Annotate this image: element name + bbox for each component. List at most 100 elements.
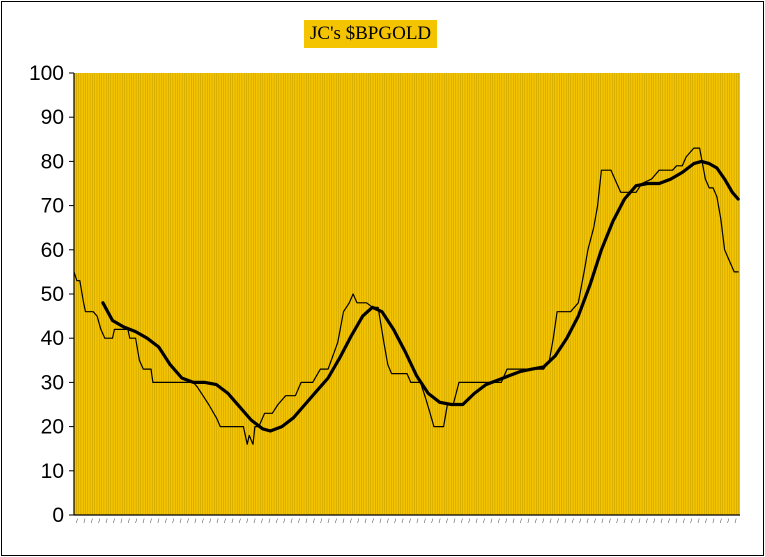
x-tick-label: / — [357, 519, 359, 525]
x-tick-label: / — [172, 519, 174, 525]
x-tick-label: / — [698, 519, 700, 525]
x-tick-label: / — [454, 519, 456, 525]
x-tick-label: / — [224, 519, 226, 525]
x-tick-label: / — [513, 519, 515, 525]
x-tick-label: / — [113, 519, 115, 525]
x-tick-label: / — [246, 519, 248, 525]
x-tick-label: / — [320, 519, 322, 525]
x-tick-label: / — [446, 519, 448, 525]
x-tick-label: / — [720, 519, 722, 525]
x-tick-label: / — [505, 519, 507, 525]
x-tick-label: / — [461, 519, 463, 525]
x-tick-label: / — [143, 519, 145, 525]
x-tick-label: / — [276, 519, 278, 525]
x-tick-label: / — [380, 519, 382, 525]
indicator-line — [73, 147, 739, 445]
x-tick-label: / — [306, 519, 308, 525]
y-tick-label: 100 — [29, 62, 64, 85]
y-tick-label: 20 — [41, 416, 64, 439]
x-tick-label: / — [705, 519, 707, 525]
x-tick-labels: / / / / / / / / / / / / / / / / / / / / / / / / / / / / / / / / / / / / / / / /… — [76, 519, 737, 525]
x-tick-label: / — [187, 519, 189, 525]
chart-title: JC's $BPGOLD — [304, 20, 438, 48]
x-tick-label: / — [269, 519, 271, 525]
x-tick-label: / — [668, 519, 670, 525]
x-tick-label: / — [676, 519, 678, 525]
x-tick-label: / — [639, 519, 641, 525]
vertical-gridlines — [76, 73, 739, 515]
x-tick-label: / — [409, 519, 411, 525]
x-tick-label: / — [727, 519, 729, 525]
x-tick-label: / — [624, 519, 626, 525]
x-tick-label: / — [483, 519, 485, 525]
x-tick-label: / — [468, 519, 470, 525]
x-tick-label: / — [520, 519, 522, 525]
x-tick-label: / — [631, 519, 633, 525]
x-tick-label: / — [150, 519, 152, 525]
x-tick-label: / — [202, 519, 204, 525]
x-tick-label: / — [690, 519, 692, 525]
x-tick-label: / — [106, 519, 108, 525]
x-tick-label: / — [350, 519, 352, 525]
x-tick-label: / — [91, 519, 93, 525]
x-tick-label: / — [343, 519, 345, 525]
x-tick-label: / — [439, 519, 441, 525]
x-tick-label: / — [417, 519, 419, 525]
x-tick-label: / — [209, 519, 211, 525]
x-tick-label: / — [646, 519, 648, 525]
x-tick-label: / — [335, 519, 337, 525]
x-tick-label: / — [239, 519, 241, 525]
x-tick-label: / — [365, 519, 367, 525]
x-tick-label: / — [372, 519, 374, 525]
x-tick-label: / — [431, 519, 433, 525]
y-tick-label: 30 — [41, 371, 64, 394]
x-tick-label: / — [542, 519, 544, 525]
x-tick-label: / — [402, 519, 404, 525]
x-tick-label: / — [298, 519, 300, 525]
x-tick-label: / — [394, 519, 396, 525]
y-tick-label: 10 — [41, 460, 64, 483]
x-tick-label: / — [283, 519, 285, 525]
y-tick-label: 40 — [41, 327, 64, 350]
y-tick-marks — [69, 72, 74, 516]
x-tick-label: / — [683, 519, 685, 525]
x-tick-label: / — [535, 519, 537, 525]
x-tick-label: / — [128, 519, 130, 525]
x-tick-label: / — [616, 519, 618, 525]
x-tick-label: / — [313, 519, 315, 525]
x-tick-label: / — [557, 519, 559, 525]
x-tick-label: / — [550, 519, 552, 525]
x-tick-label: / — [602, 519, 604, 525]
x-tick-label: / — [291, 519, 293, 525]
x-tick-label: / — [387, 519, 389, 525]
x-tick-label: / — [165, 519, 167, 525]
x-tick-label: / — [594, 519, 596, 525]
x-tick-label: / — [328, 519, 330, 525]
x-tick-label: / — [579, 519, 581, 525]
x-tick-label: / — [261, 519, 263, 525]
x-tick-label: / — [217, 519, 219, 525]
x-tick-label: / — [735, 519, 737, 525]
x-tick-label: / — [713, 519, 715, 525]
x-tick-label: / — [180, 519, 182, 525]
y-tick-label: 70 — [41, 195, 64, 218]
y-tick-label: 0 — [52, 504, 64, 527]
x-tick-label: / — [528, 519, 530, 525]
y-tick-label: 60 — [41, 239, 64, 262]
x-tick-label: / — [424, 519, 426, 525]
x-tick-label: / — [76, 519, 78, 525]
x-tick-label: / — [476, 519, 478, 525]
y-tick-label: 90 — [41, 106, 64, 129]
y-tick-labels: 0 10 20 30 40 50 60 70 80 90 100 — [29, 62, 64, 527]
x-tick-label: / — [158, 519, 160, 525]
x-tick-label: / — [661, 519, 663, 525]
y-tick-label: 80 — [41, 150, 64, 173]
x-tick-label: / — [84, 519, 86, 525]
x-tick-label: / — [609, 519, 611, 525]
y-tick-label: 50 — [41, 283, 64, 306]
moving-average-line — [101, 159, 740, 433]
x-tick-label: / — [491, 519, 493, 525]
x-tick-label: / — [135, 519, 137, 525]
x-tick-label: / — [565, 519, 567, 525]
